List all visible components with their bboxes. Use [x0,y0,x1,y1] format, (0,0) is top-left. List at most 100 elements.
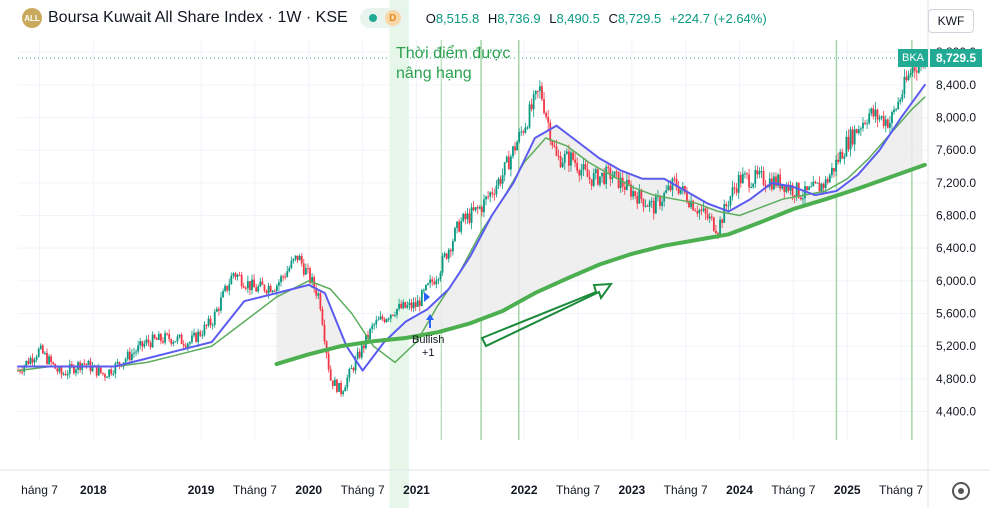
candle [476,204,479,215]
candle-body [39,345,42,349]
candle-body [195,332,198,342]
candle-body [164,333,166,343]
candle [360,343,363,360]
candle [342,390,345,397]
open-key: O [425,10,436,26]
candle-body [454,228,456,242]
candle-body [251,279,253,291]
settings-gear-icon[interactable] [952,482,970,500]
candle-body [468,213,471,223]
candle-body [613,171,616,178]
candle [81,362,84,375]
grid [18,40,928,440]
candle [574,153,577,168]
candle [340,380,342,397]
candle-body [536,90,539,92]
candle [462,212,465,223]
candle-body [427,283,429,285]
currency-button[interactable]: KWF [928,9,974,33]
candle [153,333,156,340]
candle [29,355,32,365]
candle-body [799,197,802,200]
candle [708,212,711,224]
x-tick-label: Tháng 7 [233,483,277,497]
candle [893,105,895,115]
candle-body [880,116,883,118]
candle [487,191,490,200]
candle [859,126,862,137]
candle-body [166,333,169,335]
candle [534,90,537,101]
candle [530,98,533,112]
bullish-signal-label: Bullish +1 [412,334,444,360]
candle [493,188,496,201]
candle [802,191,804,206]
chart-header: ALL Boursa Kuwait All Share Index · 1W ·… [0,0,772,36]
candle [503,161,506,182]
candle-body [735,188,738,193]
candle-body [905,76,908,81]
candle-body [73,365,75,374]
candle-body [263,284,266,291]
candle [572,150,574,162]
candle [551,139,554,149]
candle-body [203,324,206,336]
candle [66,370,69,380]
x-tick-label: háng 7 [21,483,58,497]
candle-body [309,268,311,284]
symbol-title[interactable]: Boursa Kuwait All Share Index · 1W · KSE [48,9,348,26]
bullish-text: Bullish [412,334,445,346]
candle-body [872,108,875,117]
candle-body [58,367,61,372]
candle [400,300,403,310]
candle-body [133,352,135,354]
candle [901,89,904,103]
candle [269,283,272,293]
candle [35,354,38,363]
candle [431,276,434,286]
candle-body [137,345,140,352]
candle [425,284,427,292]
candle-body [50,356,53,363]
candle-body [371,325,374,329]
candle-body [841,151,844,159]
candle [46,348,48,366]
signal-marker-icon [424,292,430,302]
candle-body [352,368,355,371]
candle-body [704,208,707,214]
candle-body [901,94,904,100]
candle-body [298,256,301,261]
candle [837,152,840,165]
candle-body [559,156,562,168]
market-status-pill[interactable]: D [359,8,406,28]
candle-body [843,156,846,159]
candle-body [574,159,577,163]
candle-body [476,207,479,209]
candle-body [640,189,643,199]
candle [512,145,514,159]
candle-body [37,348,40,357]
candle-body [592,173,595,186]
candle-body [570,152,572,166]
candle [207,315,210,328]
candle [679,189,682,195]
candle [646,204,649,207]
candle [710,213,713,221]
candle [694,208,697,212]
candle-body [895,108,898,110]
ma-thick-line [274,162,927,367]
candle-body [752,183,755,188]
candle [48,354,50,366]
candle-body [116,362,119,364]
candle-body [561,162,564,168]
candle [166,332,169,336]
candle [402,299,405,310]
candle [756,165,759,179]
candle [478,205,481,210]
candle [507,150,510,170]
candle [19,368,21,375]
candle [307,263,309,274]
candle [102,372,104,376]
candle-body [348,368,351,378]
